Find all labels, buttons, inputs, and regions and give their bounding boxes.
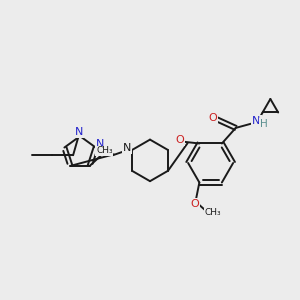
Text: N: N — [252, 116, 261, 126]
Text: O: O — [176, 135, 184, 146]
Text: CH₃: CH₃ — [96, 146, 113, 155]
Text: O: O — [208, 113, 217, 123]
Text: H: H — [260, 118, 268, 129]
Text: N: N — [96, 139, 104, 149]
Text: N: N — [75, 127, 83, 137]
Text: O: O — [191, 199, 200, 208]
Text: CH₃: CH₃ — [205, 208, 221, 217]
Text: N: N — [123, 143, 131, 153]
